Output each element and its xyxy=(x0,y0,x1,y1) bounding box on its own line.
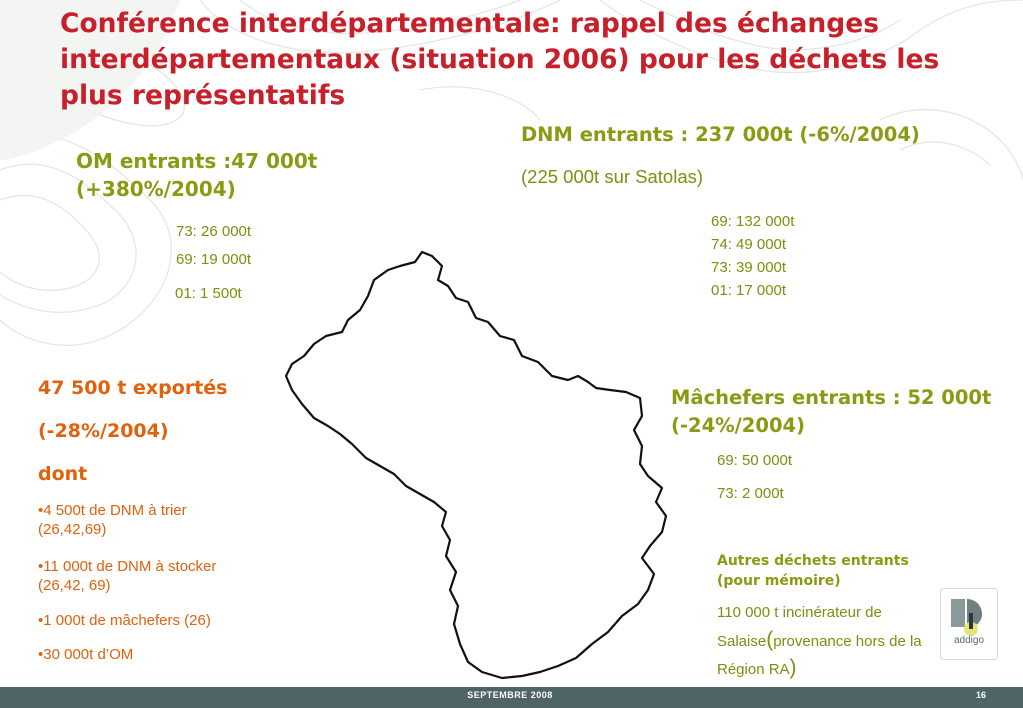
addigo-logo-mark xyxy=(951,599,983,636)
exports-line1: 47 500 t exportés xyxy=(38,377,228,399)
machefers-heading: Mâchefers entrants : 52 000t (-24%/2004) xyxy=(671,384,991,440)
autres-heading-line1: Autres déchets entrants xyxy=(717,553,909,569)
om-item: 69: 19 000t xyxy=(176,251,252,268)
autres-line1: 110 000 t incinérateur de xyxy=(717,604,882,621)
om-heading-line1: OM entrants :47 000t xyxy=(76,149,318,173)
exports-line2: (-28%/2004) xyxy=(38,420,169,442)
footer-date: SEPTEMBRE 2008 xyxy=(467,690,553,700)
addigo-logo: addigo xyxy=(940,588,998,660)
autres-line2: Salaise(provenance hors de la xyxy=(717,628,922,652)
autres-line2-prefix: Salaise xyxy=(717,633,767,650)
footer-bar xyxy=(0,687,1023,708)
autres-line3: Région RA) xyxy=(717,656,797,680)
exports-bullet: •11 000t de DNM à stocker (26,42, 69) xyxy=(38,557,216,595)
om-item: 01: 1 500t xyxy=(175,285,242,302)
autres-line3-text: Région RA xyxy=(717,661,790,678)
exports-bullet-line2: (26,42, 69) xyxy=(38,577,111,594)
exports-bullet: •30 000t d’OM xyxy=(38,646,134,663)
exports-line3: dont xyxy=(38,463,88,485)
autres-heading: Autres déchets entrants (pour mémoire) xyxy=(717,551,909,591)
addigo-logo-text: addigo xyxy=(953,635,985,646)
om-heading: OM entrants :47 000t (+380%/2004) xyxy=(76,147,317,203)
slide-title: Conférence interdépartementale: rappel d… xyxy=(60,8,940,111)
exports-bullet-line2: (26,42,69) xyxy=(38,521,107,538)
dnm-item: 73: 39 000t xyxy=(711,259,787,276)
exports-bullet-line1: •4 500t de DNM à trier xyxy=(38,502,187,519)
exports-bullet: •4 500t de DNM à trier (26,42,69) xyxy=(38,501,187,539)
exports-bullet: •1 000t de mâchefers (26) xyxy=(38,612,211,629)
autres-paren-open: ( xyxy=(766,628,774,651)
dnm-item: 74: 49 000t xyxy=(711,236,787,253)
om-item: 73: 26 000t xyxy=(176,223,252,240)
region-map-outline xyxy=(284,250,668,680)
exports-bullet-line1: •11 000t de DNM à stocker xyxy=(38,558,217,575)
autres-heading-line2: (pour mémoire) xyxy=(717,573,841,589)
page-number: 16 xyxy=(976,690,987,700)
dnm-item: 01: 17 000t xyxy=(711,282,787,299)
dnm-heading: DNM entrants : 237 000t (-6%/2004) xyxy=(521,123,920,146)
autres-paren-close: ) xyxy=(789,656,797,679)
om-heading-line2: (+380%/2004) xyxy=(76,177,236,201)
machefers-item: 69: 50 000t xyxy=(717,452,793,469)
autres-line2-rest: provenance hors de la xyxy=(773,633,922,650)
dnm-item: 69: 132 000t xyxy=(711,213,795,230)
dnm-subheading: (225 000t sur Satolas) xyxy=(521,166,704,187)
machefers-heading-line2: (-24%/2004) xyxy=(671,414,805,437)
machefers-item: 73: 2 000t xyxy=(717,485,784,502)
machefers-heading-line1: Mâchefers entrants : 52 000t xyxy=(671,386,992,409)
